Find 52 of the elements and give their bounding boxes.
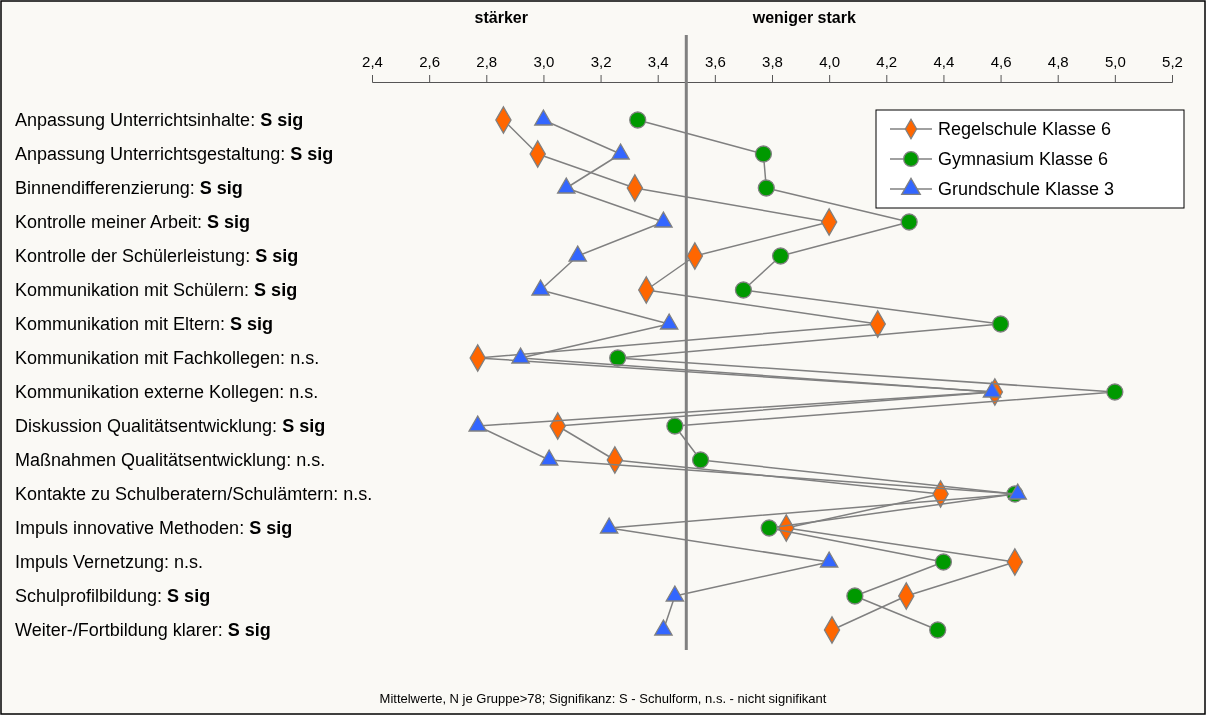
point [991, 315, 1010, 333]
x-tick-label: 3,8 [762, 53, 783, 70]
y-tick-label: Diskussion Qualitätsentwicklung: S sig [15, 416, 326, 437]
x-tick-label: 3,0 [533, 53, 555, 70]
point [691, 451, 710, 469]
text: weniger stark [751, 9, 856, 26]
point [757, 179, 775, 197]
point [929, 621, 947, 639]
x-tick-label: 5,0 [1104, 53, 1126, 70]
point [629, 111, 647, 129]
y-tick-label: Maßnahmen Qualitätsentwicklung: n.s. [15, 450, 326, 471]
y-tick-label: Anpassung Unterrichtsinhalte: S sig [15, 110, 304, 131]
point [900, 213, 918, 231]
legend-label: Gymnasium Klasse 6 [938, 149, 1109, 170]
text: stärker [474, 9, 528, 26]
x-tick-label: 2,6 [419, 53, 441, 70]
point [1106, 383, 1124, 401]
legend-label: Regelschule Klasse 6 [938, 119, 1112, 140]
x-tick-label: 4,0 [819, 53, 841, 70]
y-tick-label: Binnendifferenzierung: S sig [15, 178, 243, 199]
x-tick-label: 2,8 [476, 53, 498, 70]
point [734, 281, 753, 299]
y-tick-label: Impuls innovative Methoden: S sig [15, 518, 293, 539]
y-tick-label: Kontakte zu Schulberatern/Schulämtern: n.s. [15, 484, 373, 505]
y-tick-label: Schulprofilbildung: S sig [15, 586, 211, 607]
y-tick-label: Kommunikation mit Eltern: S sig [15, 314, 274, 335]
y-tick-label: Kommunikation externe Kollegen: n.s. [15, 382, 319, 403]
point [771, 247, 790, 265]
y-tick-label: Kontrolle meiner Arbeit: S sig [15, 212, 251, 233]
y-tick-label: Anpassung Unterrichtsgestaltung: S sig [15, 144, 334, 165]
x-tick-label: 4,4 [933, 53, 955, 70]
x-tick-label: 3,2 [590, 53, 612, 70]
x-tick-label: 3,4 [647, 53, 669, 70]
legend-label: Grundschule Klasse 3 [938, 179, 1115, 200]
x-tick-label: 4,2 [876, 53, 898, 70]
point [609, 349, 627, 367]
text: Mittelwerte, N je Gruppe>78; Signifikanz: S - Schulform, n.s. - nicht signifikant [379, 691, 827, 706]
y-tick-label: Kontrolle der Schülerleistung: S sig [15, 246, 299, 267]
point [846, 587, 864, 605]
y-tick-label: Impuls Vernetzung: n.s. [15, 552, 204, 573]
point [934, 553, 953, 571]
x-tick-label: 4,6 [990, 53, 1012, 70]
y-tick-label: Weiter-/Fortbildung klarer: S sig [15, 620, 271, 641]
x-tick-label: 2,4 [362, 53, 383, 70]
point [666, 417, 684, 435]
point [754, 145, 773, 163]
point [760, 519, 778, 537]
y-tick-label: Kommunikation mit Fachkollegen: n.s. [15, 348, 320, 369]
x-tick-label: 4,8 [1047, 53, 1069, 70]
x-tick-label: 3,6 [704, 53, 726, 70]
y-tick-label: Kommunikation mit Schülern: S sig [15, 280, 298, 301]
x-tick-label: 5,2 [1162, 53, 1183, 70]
